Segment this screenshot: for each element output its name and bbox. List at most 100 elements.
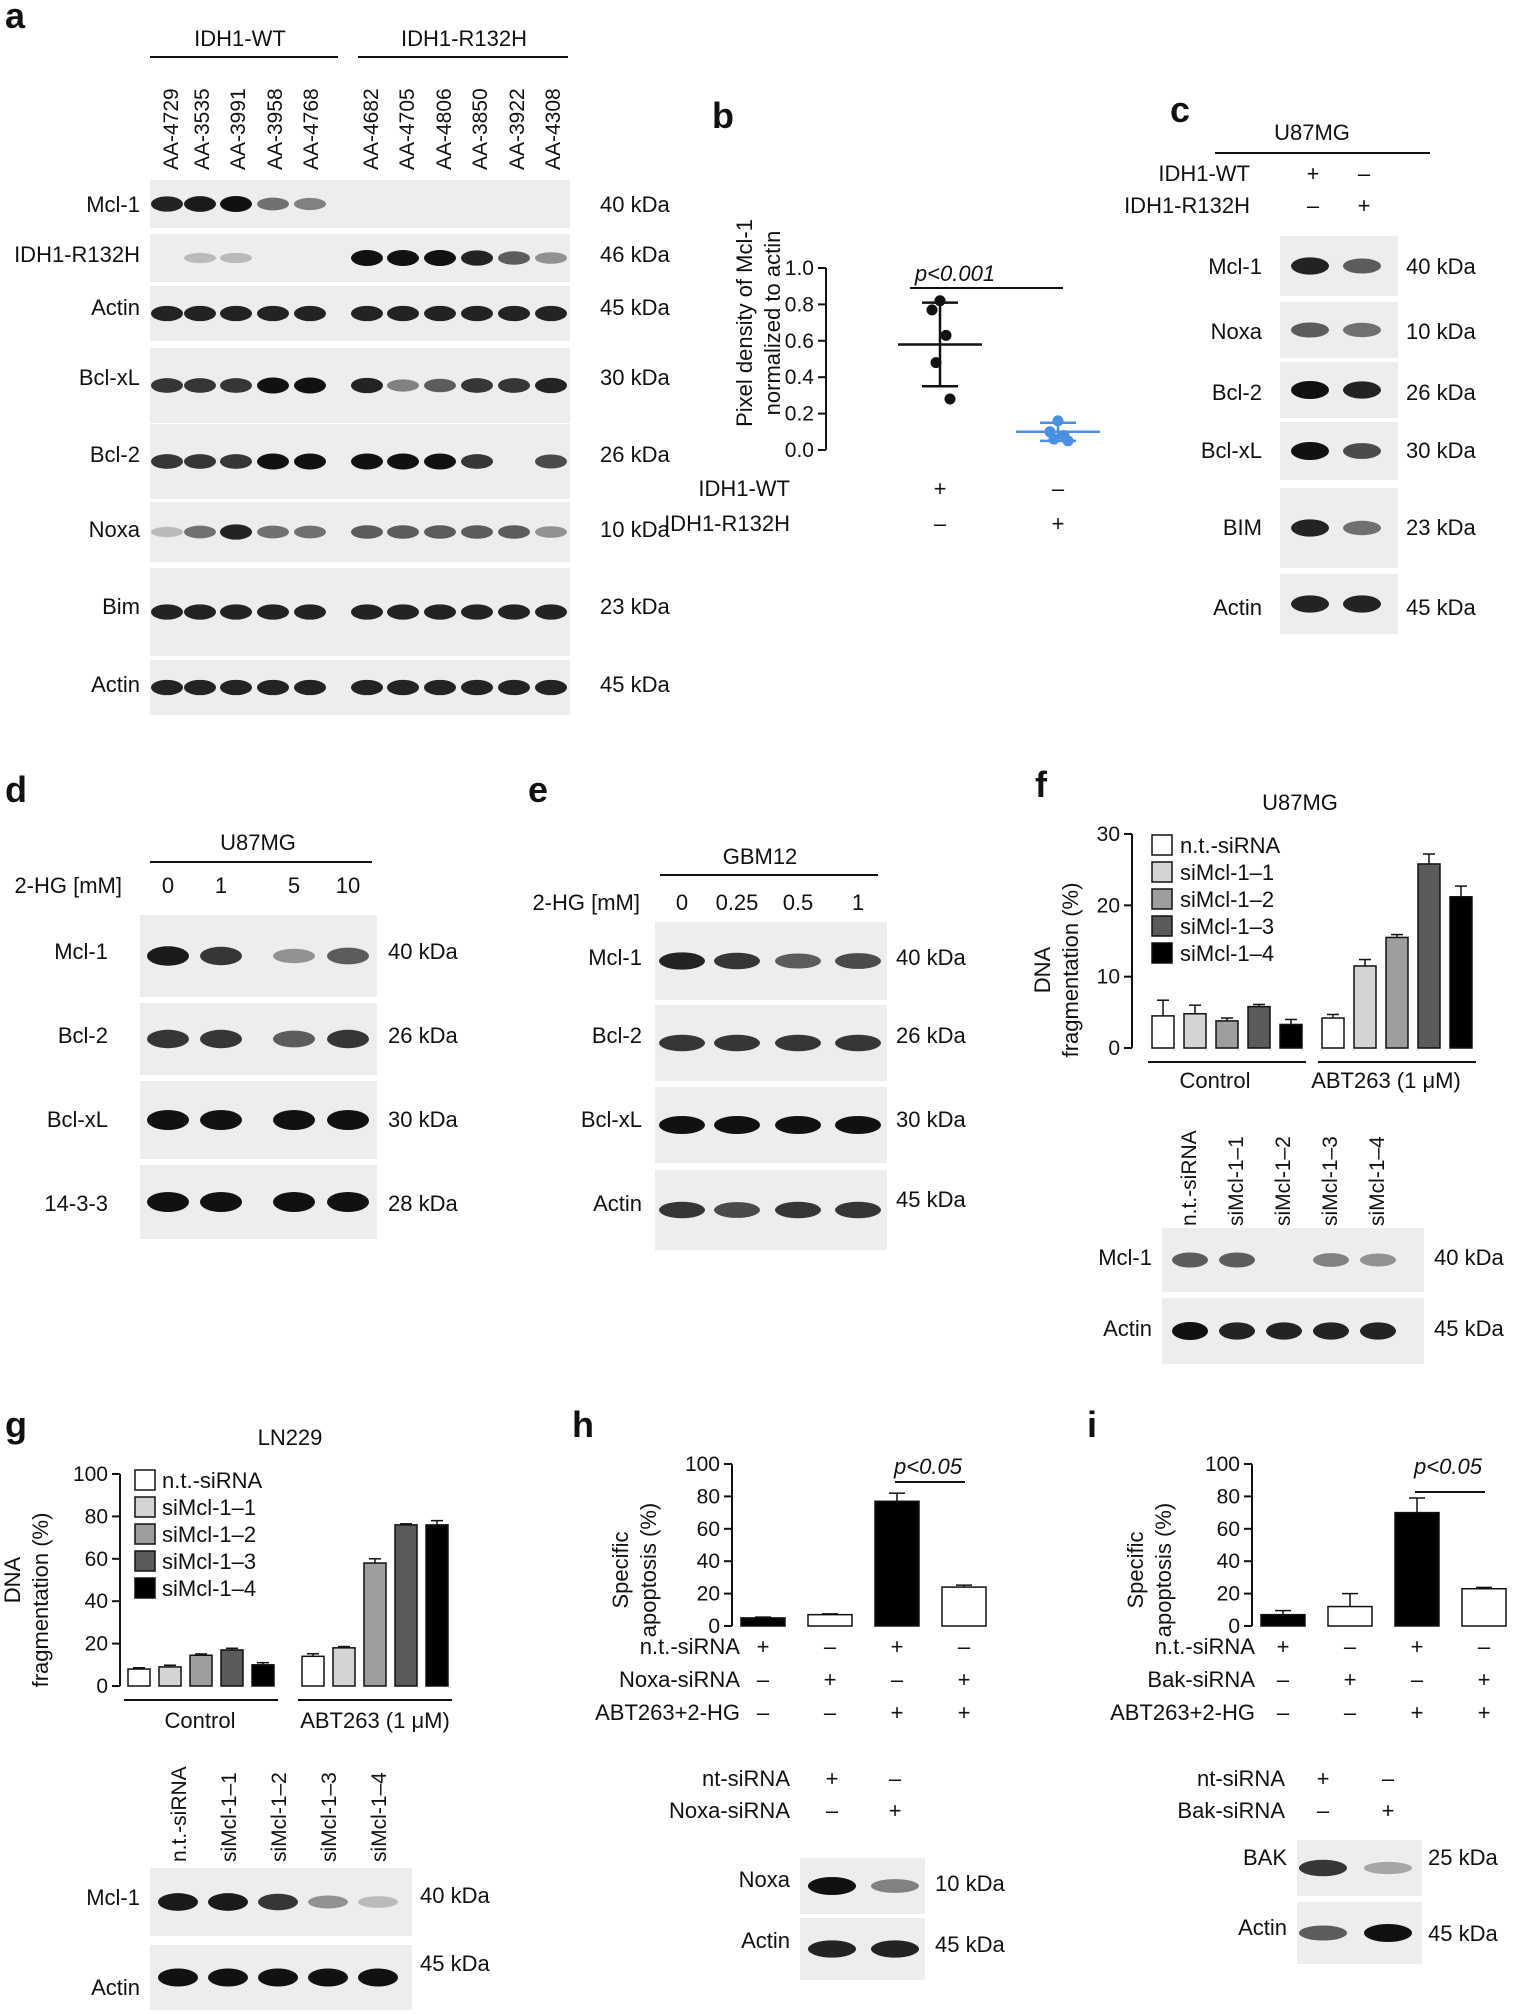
blot-band	[461, 250, 493, 266]
blot-band	[714, 1116, 760, 1134]
lane-label: n.t.-siRNA	[1178, 1130, 1201, 1226]
blot-band	[808, 1877, 856, 1895]
y-tick-label: 20	[1097, 894, 1120, 917]
kda-label: 46 kDa	[600, 242, 670, 267]
panel-i-letter: i	[1087, 1404, 1097, 1445]
legend-label: n.t.-siRNA	[162, 1468, 263, 1493]
blot-band	[308, 1968, 348, 1987]
blot-band	[273, 1192, 315, 1212]
bar	[740, 1617, 786, 1627]
blot-band	[424, 679, 456, 696]
blot-band	[387, 453, 419, 470]
ylabel-b-line2: normalized to actin	[760, 231, 785, 416]
bar	[1461, 1587, 1507, 1627]
row-label: Mcl-1	[1098, 1245, 1152, 1270]
cond-sign: +	[1478, 1667, 1491, 1692]
panel-e: e GBM12 2-HG [mM] 0 0.25 0.5 1 Mcl-1 Bcl…	[528, 769, 966, 1250]
kda-label: 28 kDa	[388, 1191, 458, 1216]
blot-band	[498, 679, 530, 696]
blot-band	[498, 604, 530, 620]
cond-sign: +	[891, 1700, 904, 1725]
cond-sign: +	[1277, 1634, 1290, 1659]
blot-c	[1280, 236, 1398, 634]
group-label: ABT263 (1 μM)	[1311, 1068, 1461, 1093]
y-tick-label: 100	[73, 1463, 108, 1486]
blot-band	[358, 1968, 398, 1987]
blot-row-labels: Mcl-1 IDH1-R132H Actin Bcl-xL Bcl-2 Noxa…	[14, 192, 141, 697]
blot-band	[387, 305, 419, 322]
legend-label: siMcl-1–1	[1180, 860, 1274, 885]
cond-sign: –	[824, 1700, 837, 1725]
cond-label: IDH1-R132H	[664, 511, 790, 536]
cond-sign: –	[757, 1667, 770, 1692]
blot-band	[461, 305, 493, 322]
row-label: Mcl-1	[1208, 254, 1262, 279]
blot-band	[535, 252, 567, 264]
bar	[158, 1666, 182, 1687]
blot-band	[775, 1201, 821, 1219]
blot-band	[151, 679, 183, 696]
dose-value: 0	[676, 890, 688, 915]
blot-band	[327, 947, 369, 965]
blot-band	[184, 196, 216, 212]
dose-label-d: 2-HG [mM]	[14, 873, 122, 898]
plot-b: 0.0 0.2 0.4 0.6 0.8 1.0	[785, 257, 1100, 462]
blot-band	[424, 525, 456, 539]
blot-band	[659, 1201, 705, 1219]
group-label: ABT263 (1 μM)	[300, 1708, 450, 1733]
cond-label: Bak-siRNA	[1147, 1667, 1255, 1692]
cond-sign: +	[889, 1798, 902, 1823]
blot-band	[220, 604, 252, 620]
legend-label: siMcl-1–3	[1180, 914, 1274, 939]
blot-band	[147, 1110, 189, 1130]
panel-a: a IDH1-WT IDH1-R132H AA-4729 AA-3535 AA-…	[5, 0, 670, 715]
y-tick-label: 0.4	[785, 366, 815, 389]
blot-band	[208, 1893, 248, 1911]
blot-band	[535, 604, 567, 620]
cond-label: nt-siRNA	[1197, 1766, 1285, 1791]
row-label: Bcl-xL	[79, 365, 140, 390]
cond-sign: +	[1344, 1667, 1357, 1692]
bar	[1449, 896, 1473, 1049]
blot-band	[387, 679, 419, 696]
blot-band	[1313, 1322, 1349, 1340]
data-point	[1048, 433, 1060, 445]
blot-band	[1343, 258, 1381, 274]
blot-band	[358, 1896, 398, 1908]
blot-band	[775, 1116, 821, 1134]
cond-label: IDH1-WT	[698, 476, 790, 501]
kda-label: 30 kDa	[896, 1107, 966, 1132]
ylabel-f-line1: DNA	[1030, 946, 1055, 993]
cond-sign: –	[1317, 1798, 1330, 1823]
cell-line-g: LN229	[258, 1425, 323, 1450]
row-label: Bim	[102, 594, 140, 619]
blot-band	[1291, 519, 1329, 537]
blot-a	[150, 180, 570, 715]
kda-label: 45 kDa	[896, 1187, 966, 1212]
blot-band	[775, 953, 821, 969]
y-tick-label: 60	[1217, 1518, 1240, 1541]
data-point	[1052, 415, 1064, 427]
blot-band	[461, 679, 493, 696]
dose-value: 5	[288, 873, 300, 898]
cond-sign: +	[1307, 161, 1320, 186]
bar	[1247, 1005, 1271, 1049]
cond-sign: +	[757, 1634, 770, 1659]
blot-band	[535, 377, 567, 394]
blot-band	[461, 454, 493, 469]
cond-label: IDH1-R132H	[1124, 193, 1250, 218]
blot-band	[294, 377, 326, 394]
bar	[874, 1500, 920, 1627]
ylabel-i-line1: Specific	[1123, 1531, 1148, 1608]
blot-band	[387, 525, 419, 539]
pvalue-b: p<0.001	[914, 261, 995, 286]
blot-band	[220, 378, 252, 393]
lane-labels: AA-4729 AA-3535 AA-3991 AA-3958 AA-4768 …	[160, 88, 565, 170]
blot-band	[200, 946, 242, 966]
cond-sign: –	[757, 1700, 770, 1725]
ylabel-f-line2: fragmentation (%)	[1058, 883, 1083, 1058]
y-tick-label: 60	[85, 1548, 108, 1571]
blot-band	[535, 305, 567, 322]
ylabel-i-line2: apoptosis (%)	[1151, 1503, 1176, 1638]
